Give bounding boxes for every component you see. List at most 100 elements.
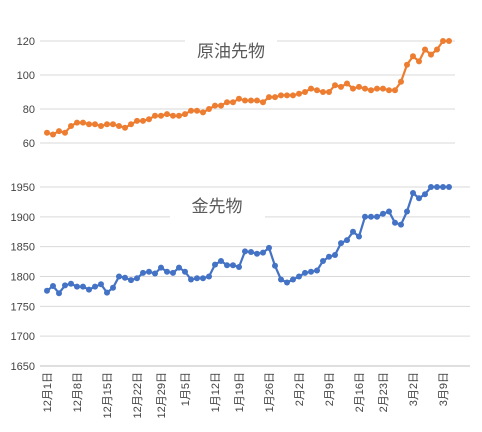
oil-data-point — [188, 107, 194, 114]
gold-data-point — [68, 280, 74, 287]
oil-data-point — [98, 123, 104, 129]
oil-data-point — [410, 53, 416, 60]
gold-data-point — [86, 286, 92, 293]
oil-data-point — [416, 58, 422, 65]
oil-data-point — [332, 82, 338, 89]
x-tick-label: 3月2日 — [408, 372, 420, 406]
oil-data-point — [200, 109, 206, 116]
oil-data-point — [356, 83, 362, 90]
gold-data-point — [146, 268, 152, 275]
gold-data-point — [416, 195, 422, 202]
oil-data-point — [86, 121, 92, 128]
gold-data-point — [278, 276, 284, 283]
gold-data-point — [380, 210, 386, 217]
oil-data-point — [164, 111, 170, 118]
gold-data-point — [110, 284, 116, 291]
gold-data-point — [194, 275, 200, 282]
oil-data-point — [392, 87, 398, 94]
oil-data-point — [314, 87, 320, 94]
gold-data-point — [320, 258, 326, 264]
oil-data-point — [152, 112, 158, 119]
oil-data-point — [380, 85, 386, 92]
oil-data-point — [80, 119, 86, 126]
gold-data-point — [308, 268, 314, 275]
y-tick-label: 1800 — [11, 272, 35, 284]
gold-data-point — [362, 213, 368, 220]
gold-data-point — [206, 273, 212, 280]
gold-data-point — [434, 184, 440, 190]
oil-data-point — [302, 89, 308, 95]
oil-data-point — [158, 112, 164, 119]
oil-data-point — [140, 117, 146, 124]
x-tick-label: 2月2日 — [294, 372, 306, 406]
gold-data-point — [62, 282, 68, 289]
oil-chart-title: 原油先物 — [197, 42, 265, 62]
oil-data-point — [212, 102, 218, 109]
oil-data-point — [62, 129, 68, 136]
gold-data-point — [158, 264, 164, 271]
y-tick-label: 1700 — [11, 331, 35, 343]
gold-data-point — [236, 264, 242, 270]
gold-data-point — [398, 221, 404, 228]
y-tick-label: 60 — [23, 138, 35, 150]
gold-data-point — [350, 228, 356, 235]
x-tick-label: 3月9日 — [438, 372, 450, 406]
oil-data-point — [134, 117, 140, 124]
oil-data-point — [362, 85, 368, 92]
oil-data-point — [206, 106, 212, 112]
gold-data-point — [386, 208, 392, 215]
oil-data-point — [398, 78, 404, 85]
gold-data-point — [200, 275, 206, 282]
gold-data-point — [50, 283, 56, 289]
x-tick-label: 12月15日 — [102, 372, 114, 418]
y-tick-label: 1850 — [11, 242, 35, 254]
gold-data-point — [332, 252, 338, 258]
gold-data-point — [212, 261, 218, 268]
gold-data-point — [392, 219, 398, 226]
gold-data-point — [218, 258, 224, 264]
gold-data-point — [44, 287, 50, 294]
gold-data-point — [188, 276, 194, 283]
oil-data-point — [92, 121, 98, 128]
gold-data-point — [242, 248, 248, 255]
gold-data-point — [56, 290, 62, 297]
gold-data-point — [104, 289, 110, 296]
gold-data-point — [260, 249, 266, 256]
y-tick-label: 1650 — [11, 361, 35, 373]
gold-data-point — [182, 268, 188, 275]
gold-data-point — [170, 269, 176, 276]
y-tick-label: 1950 — [11, 182, 35, 194]
oil-data-point — [122, 124, 128, 131]
x-tick-label: 1月19日 — [234, 372, 246, 412]
oil-data-point — [434, 46, 440, 53]
oil-data-point — [218, 102, 224, 109]
gold-data-point — [302, 269, 308, 276]
gold-data-point — [266, 244, 272, 251]
oil-data-point — [284, 92, 290, 99]
gold-data-point — [224, 262, 230, 269]
oil-data-point — [386, 87, 392, 94]
y-tick-label: 1750 — [11, 301, 35, 313]
gold-data-point — [116, 273, 122, 280]
gold-data-point — [248, 249, 254, 255]
oil-data-point — [110, 121, 116, 128]
gold-data-point — [296, 273, 302, 280]
y-tick-label: 100 — [17, 70, 35, 82]
y-tick-label: 1900 — [11, 212, 35, 224]
x-tick-label: 2月9日 — [324, 372, 336, 406]
gold-data-point — [374, 213, 380, 220]
axis-layer: 60 80 100 120 1650 1700 1750 1800 1850 1900 1950 12… — [11, 36, 470, 418]
x-tick-label: 12月22日 — [132, 372, 144, 418]
series-layer — [44, 38, 452, 297]
gold-data-point — [74, 283, 80, 290]
oil-data-point — [50, 131, 56, 138]
oil-data-point — [236, 95, 242, 102]
oil-data-point — [326, 89, 332, 95]
gold-data-point — [254, 250, 260, 257]
x-tick-label: 12月29日 — [156, 372, 168, 418]
gold-data-point — [92, 283, 98, 290]
gold-data-point — [284, 279, 290, 286]
x-tick-label: 2月23日 — [378, 372, 390, 412]
oil-title-box — [185, 35, 277, 65]
